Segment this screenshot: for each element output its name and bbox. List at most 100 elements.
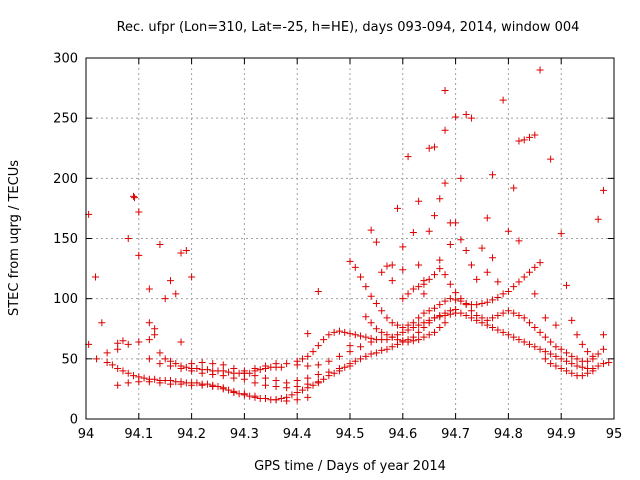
data-point xyxy=(335,364,343,372)
data-point xyxy=(436,195,444,203)
data-point xyxy=(240,390,248,398)
data-point xyxy=(420,309,428,317)
data-point xyxy=(172,290,180,298)
x-tick-label: 95 xyxy=(606,427,623,442)
data-point xyxy=(219,361,227,369)
data-point xyxy=(552,362,560,370)
data-point xyxy=(441,297,449,305)
data-point xyxy=(415,261,423,269)
data-point xyxy=(562,281,570,289)
data-point xyxy=(409,285,417,293)
data-point xyxy=(156,360,164,368)
data-point xyxy=(415,336,423,344)
data-point xyxy=(230,364,238,372)
data-point xyxy=(372,299,380,307)
data-point xyxy=(552,352,560,360)
data-point xyxy=(92,273,100,281)
data-point xyxy=(166,362,174,370)
data-point xyxy=(415,283,423,291)
data-point xyxy=(599,360,607,368)
data-point xyxy=(562,357,570,365)
data-point xyxy=(504,307,512,315)
data-point xyxy=(383,262,391,270)
data-point xyxy=(441,126,449,134)
data-point xyxy=(314,287,322,295)
data-point xyxy=(262,374,270,382)
data-point xyxy=(151,375,159,383)
data-point xyxy=(378,328,386,336)
data-point xyxy=(552,321,560,329)
data-point xyxy=(124,340,132,348)
data-point xyxy=(584,348,592,356)
data-point xyxy=(425,331,433,339)
data-point xyxy=(383,314,391,322)
data-point xyxy=(103,349,111,357)
data-point xyxy=(499,309,507,317)
data-point xyxy=(404,321,412,329)
data-point xyxy=(420,319,428,327)
data-point xyxy=(346,348,354,356)
data-point xyxy=(193,364,201,372)
data-point xyxy=(161,295,169,303)
data-points xyxy=(85,66,613,405)
x-tick-label: 94.5 xyxy=(336,427,365,442)
data-point xyxy=(367,350,375,358)
data-point xyxy=(499,290,507,298)
data-point xyxy=(161,355,169,363)
data-point xyxy=(594,362,602,370)
data-point xyxy=(388,343,396,351)
grid-lines xyxy=(86,58,614,419)
data-point xyxy=(283,379,291,387)
data-point xyxy=(293,361,301,369)
data-point xyxy=(145,355,153,363)
data-point xyxy=(140,374,148,382)
data-point xyxy=(357,273,365,281)
x-tick-label: 94.1 xyxy=(124,427,153,442)
data-point xyxy=(98,319,106,327)
data-point xyxy=(325,331,333,339)
data-point xyxy=(198,369,206,377)
data-point xyxy=(219,385,227,393)
data-point xyxy=(203,380,211,388)
data-point xyxy=(489,314,497,322)
data-point xyxy=(452,113,460,121)
data-point xyxy=(388,277,396,285)
data-point xyxy=(304,352,312,360)
data-point xyxy=(293,389,301,397)
data-point xyxy=(130,192,138,200)
data-point xyxy=(93,355,101,363)
y-tick-label: 250 xyxy=(53,112,78,127)
data-point xyxy=(330,328,338,336)
data-point xyxy=(362,283,370,291)
data-point xyxy=(536,328,544,336)
data-point xyxy=(547,350,555,358)
data-point xyxy=(114,339,122,347)
plot-frame xyxy=(85,57,615,420)
data-point xyxy=(457,236,465,244)
data-point xyxy=(568,352,576,360)
data-point xyxy=(541,314,549,322)
data-point xyxy=(298,386,306,394)
data-point xyxy=(494,293,502,301)
data-point xyxy=(462,312,470,320)
data-point xyxy=(436,313,444,321)
data-point xyxy=(251,379,259,387)
data-point xyxy=(346,362,354,370)
data-point xyxy=(151,331,159,339)
data-point xyxy=(230,374,238,382)
data-point xyxy=(562,349,570,357)
data-point xyxy=(209,360,217,368)
data-point xyxy=(504,287,512,295)
data-point xyxy=(314,370,322,378)
data-point xyxy=(145,285,153,293)
data-point xyxy=(304,393,312,401)
data-point xyxy=(330,369,338,377)
data-point xyxy=(599,331,607,339)
data-point xyxy=(489,324,497,332)
data-point xyxy=(547,360,555,368)
data-point xyxy=(531,131,539,139)
data-point xyxy=(182,363,190,371)
data-point xyxy=(188,367,196,375)
data-point xyxy=(114,345,122,353)
data-point xyxy=(599,345,607,353)
